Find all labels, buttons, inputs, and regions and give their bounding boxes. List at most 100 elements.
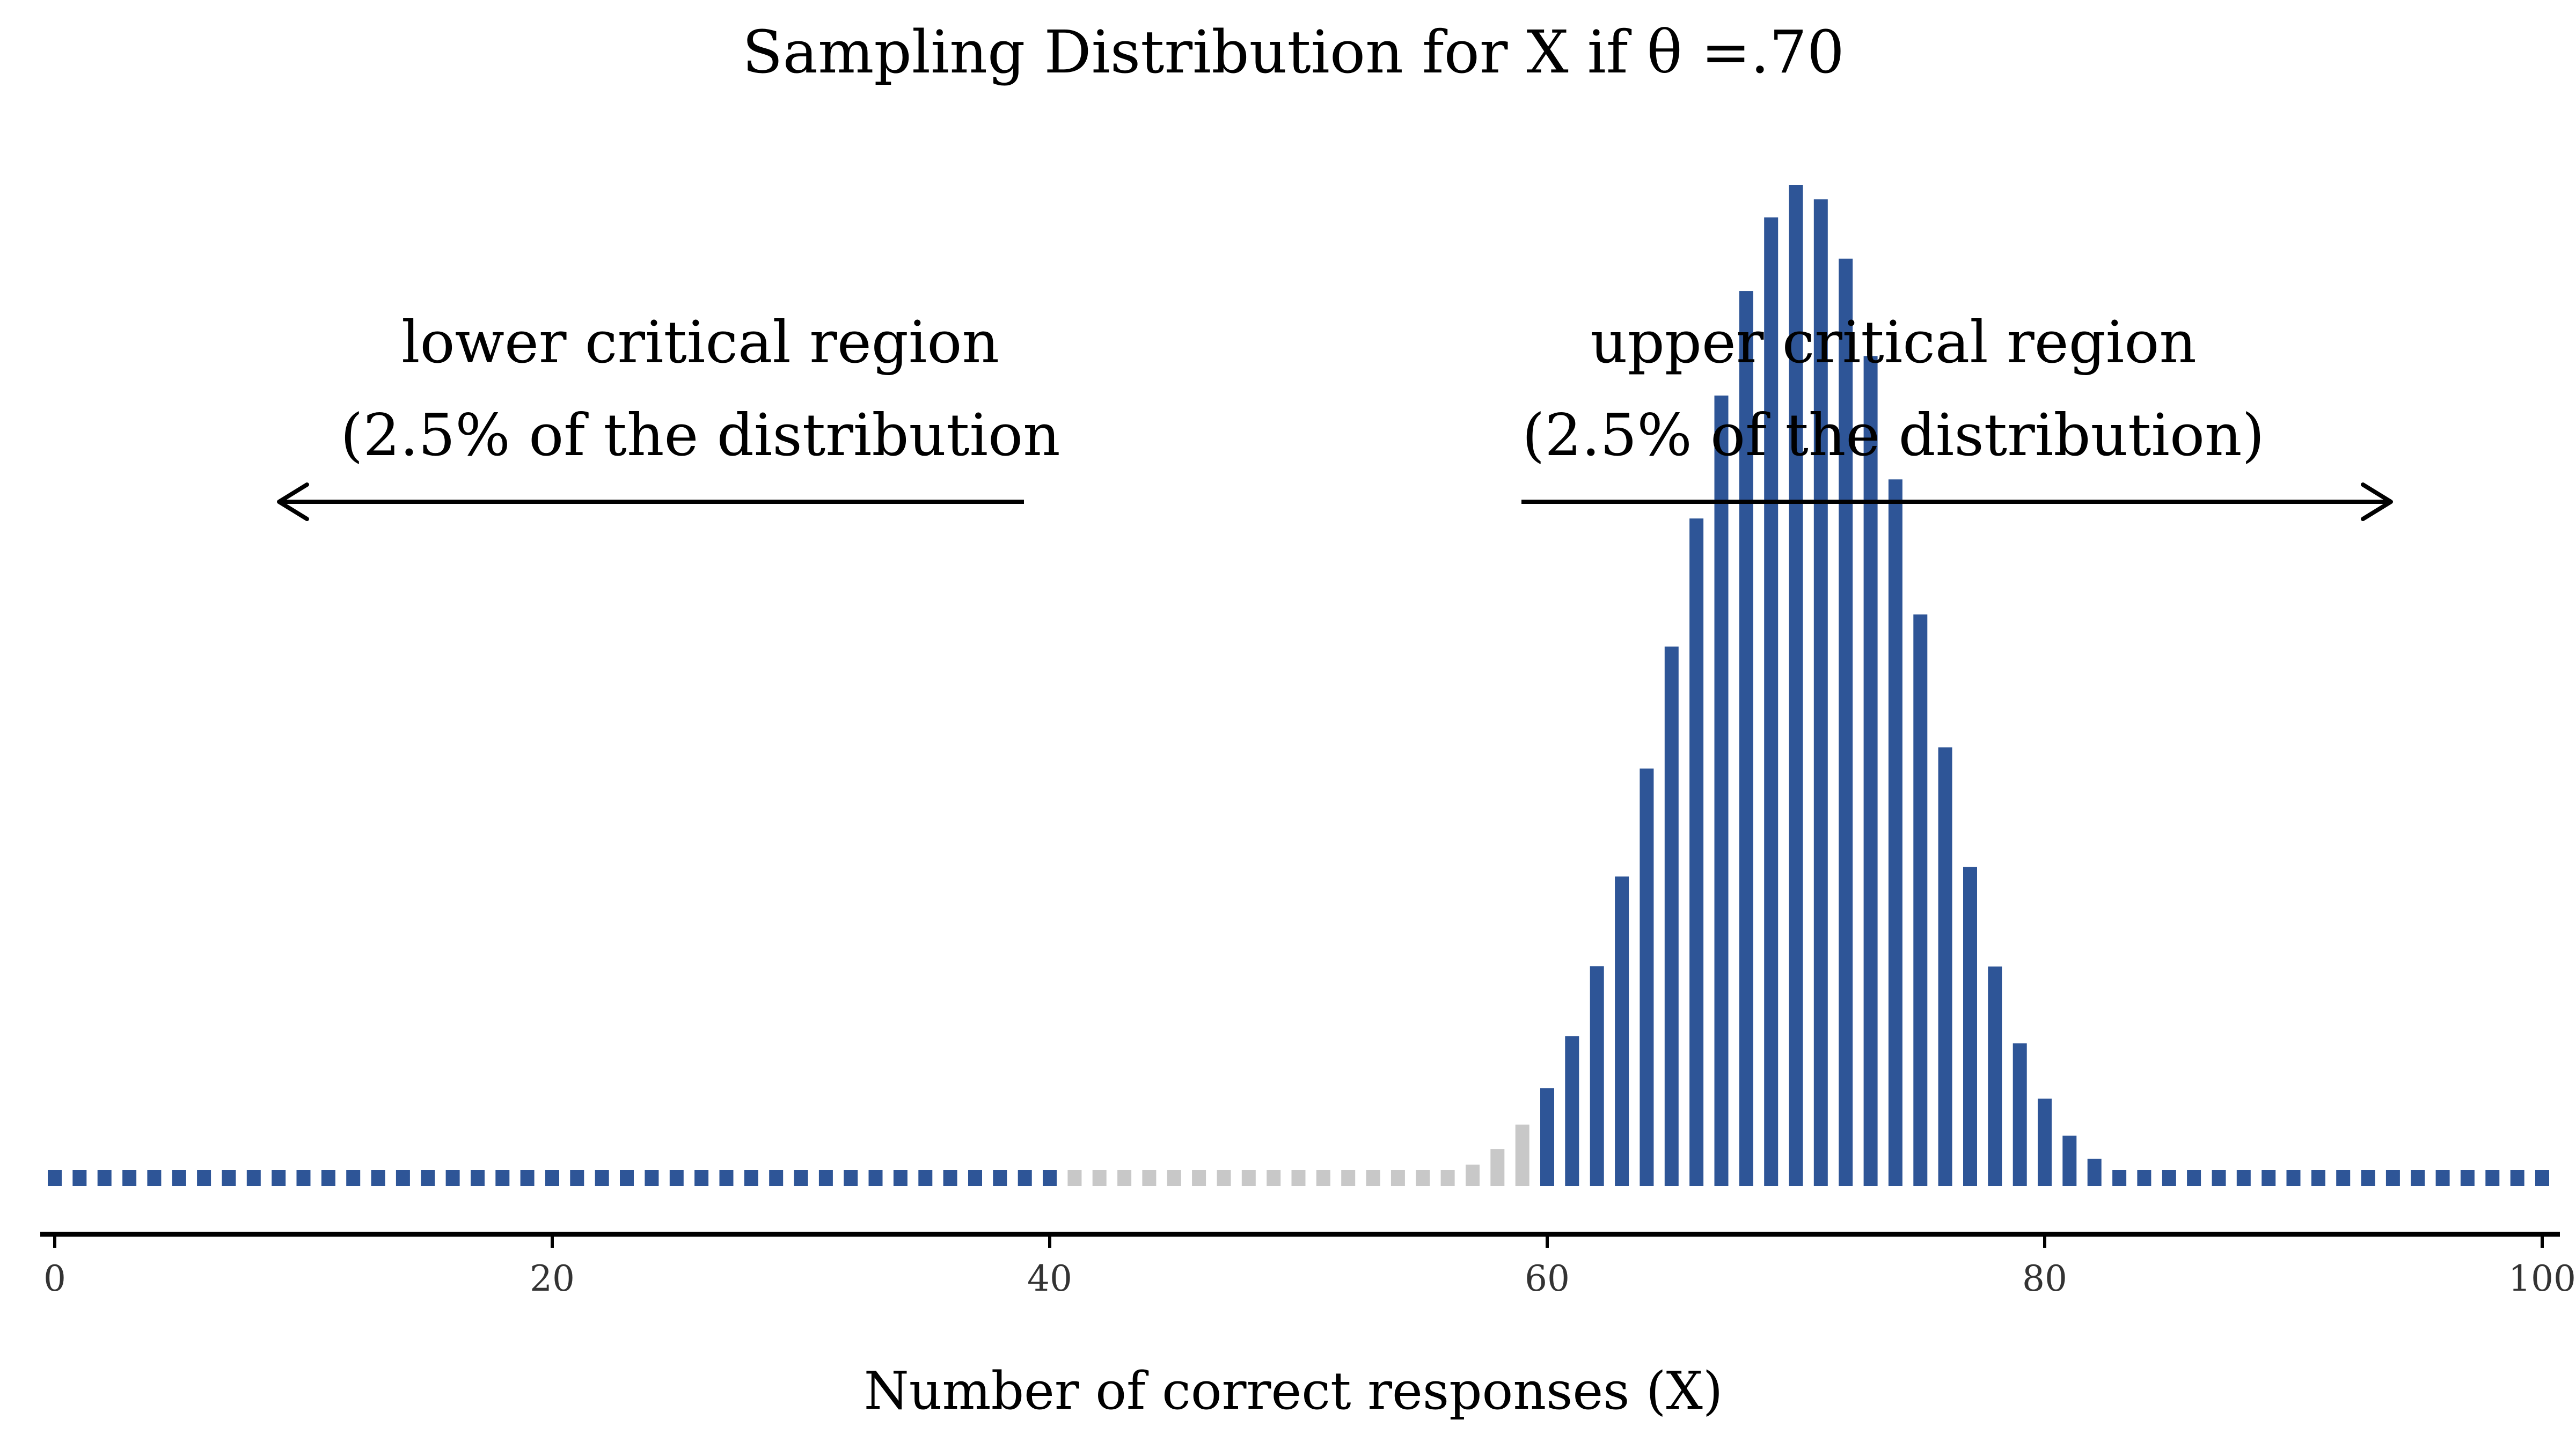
bar-x-40	[1043, 1170, 1057, 1186]
x-tick-label-20: 20	[530, 1258, 575, 1299]
bar-x-65	[1664, 646, 1679, 1186]
bar-x-6	[197, 1170, 211, 1186]
bar-x-30	[794, 1170, 808, 1186]
bar-x-92	[2336, 1170, 2351, 1186]
bar-x-26	[694, 1170, 709, 1186]
bar-x-10	[296, 1170, 311, 1186]
bar-x-78	[1988, 966, 2002, 1186]
bar-x-66	[1689, 518, 1704, 1186]
bar-x-15	[421, 1170, 435, 1186]
bar-x-84	[2137, 1170, 2151, 1186]
bar-x-20	[545, 1170, 559, 1186]
bar-x-68	[1739, 291, 1753, 1186]
bar-x-11	[321, 1170, 335, 1186]
bar-x-4	[147, 1170, 162, 1186]
bar-x-63	[1615, 876, 1629, 1186]
bar-x-24	[645, 1170, 659, 1186]
bar-x-35	[918, 1170, 933, 1186]
bar-x-14	[396, 1170, 410, 1186]
upper-arrow-head	[2361, 482, 2393, 521]
bar-x-46	[1192, 1170, 1206, 1186]
chart-title: Sampling Distribution for X if θ =.70	[742, 18, 1845, 86]
bar-x-22	[595, 1170, 609, 1186]
lower-critical-annotation: lower critical region (2.5% of the distr…	[277, 309, 1060, 521]
bar-x-29	[769, 1170, 784, 1186]
x-tick-label-100: 100	[2508, 1258, 2576, 1299]
bar-x-48	[1241, 1170, 1256, 1186]
upper-critical-annotation: upper critical region (2.5% of the distr…	[1521, 309, 2393, 521]
bar-x-50	[1291, 1170, 1306, 1186]
bar-x-67	[1714, 396, 1729, 1186]
bar-x-99	[2510, 1170, 2524, 1186]
bar-x-43	[1117, 1170, 1132, 1186]
x-tick-label-80: 80	[2022, 1258, 2067, 1299]
bar-x-49	[1267, 1170, 1281, 1186]
x-axis-label: Number of correct responses (X)	[864, 1361, 1723, 1421]
bar-x-39	[1018, 1170, 1032, 1186]
bar-x-44	[1142, 1170, 1157, 1186]
bar-x-54	[1391, 1170, 1405, 1186]
bar-x-1	[72, 1170, 87, 1186]
bar-x-82	[2087, 1159, 2102, 1186]
bar-x-23	[620, 1170, 634, 1186]
bar-x-60	[1540, 1088, 1554, 1186]
bar-x-25	[669, 1170, 684, 1186]
bar-x-74	[1888, 479, 1902, 1186]
bar-x-0	[48, 1170, 62, 1186]
bar-x-51	[1316, 1170, 1330, 1186]
bar-x-71	[1813, 199, 1828, 1186]
bar-x-31	[818, 1170, 833, 1186]
bar-x-80	[2038, 1099, 2052, 1186]
upper-region-percent: (2.5% of the distribution)	[1522, 402, 2264, 469]
bar-x-9	[272, 1170, 286, 1186]
bar-x-38	[993, 1170, 1007, 1186]
bar-x-42	[1092, 1170, 1107, 1186]
bar-x-94	[2385, 1170, 2400, 1186]
bar-x-16	[445, 1170, 460, 1186]
bar-x-2	[97, 1170, 112, 1186]
bar-x-98	[2485, 1170, 2500, 1186]
bar-x-28	[744, 1170, 758, 1186]
x-tick-label-40: 40	[1027, 1258, 1072, 1299]
bar-x-34	[893, 1170, 908, 1186]
bar-x-19	[520, 1170, 535, 1186]
bar-x-79	[2012, 1043, 2027, 1186]
x-axis-ticks: 0 20 40 60 80 100	[43, 1234, 2576, 1299]
bar-x-58	[1490, 1149, 1505, 1186]
bar-x-53	[1366, 1170, 1380, 1186]
bar-x-88	[2236, 1170, 2251, 1186]
x-tick-label-60: 60	[1525, 1258, 1570, 1299]
bar-x-57	[1466, 1165, 1480, 1186]
bar-x-5	[172, 1170, 186, 1186]
lower-arrow-head	[277, 482, 309, 521]
bar-x-37	[968, 1170, 982, 1186]
bar-x-69	[1764, 217, 1779, 1187]
bars-group	[48, 185, 2549, 1187]
bar-x-61	[1565, 1036, 1579, 1186]
bar-x-83	[2112, 1170, 2127, 1186]
bar-x-77	[1963, 867, 1977, 1186]
bar-x-56	[1440, 1170, 1455, 1186]
bar-x-85	[2162, 1170, 2176, 1186]
bar-x-70	[1789, 185, 1803, 1186]
bar-x-8	[246, 1170, 261, 1186]
bar-x-93	[2361, 1170, 2375, 1186]
bar-x-13	[371, 1170, 385, 1186]
bar-x-90	[2286, 1170, 2301, 1186]
upper-region-label: upper critical region	[1590, 309, 2197, 376]
bar-x-91	[2311, 1170, 2325, 1186]
bar-x-76	[1938, 747, 1952, 1186]
bar-x-96	[2435, 1170, 2450, 1186]
bar-x-95	[2411, 1170, 2425, 1186]
bar-x-52	[1341, 1170, 1356, 1186]
bar-x-3	[122, 1170, 137, 1186]
bar-x-97	[2460, 1170, 2475, 1186]
bar-x-32	[844, 1170, 858, 1186]
bar-x-100	[2535, 1170, 2549, 1186]
bar-x-55	[1416, 1170, 1430, 1186]
bar-x-21	[570, 1170, 584, 1186]
x-tick-label-0: 0	[43, 1258, 66, 1299]
bar-x-12	[346, 1170, 361, 1186]
bar-x-33	[868, 1170, 883, 1186]
bar-x-89	[2262, 1170, 2276, 1186]
